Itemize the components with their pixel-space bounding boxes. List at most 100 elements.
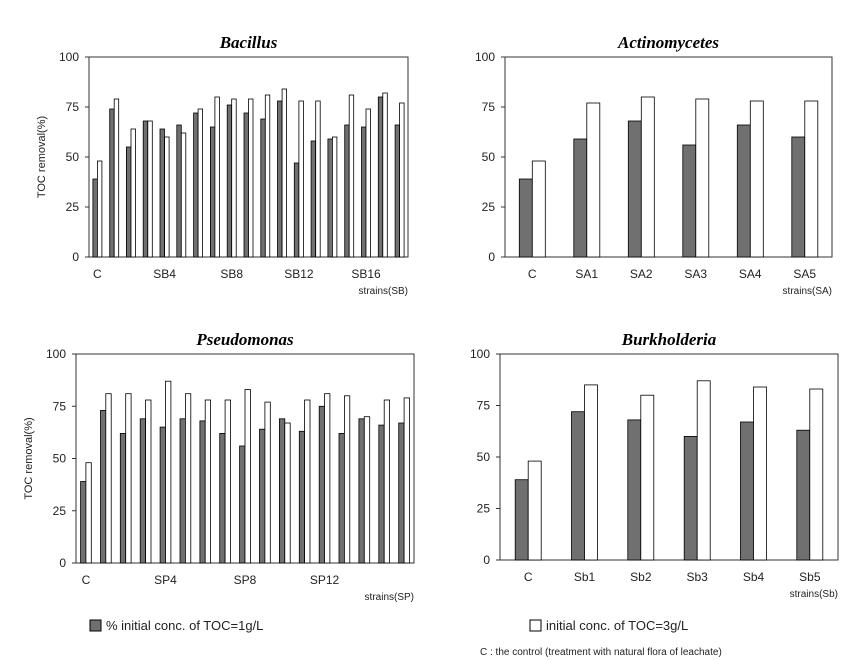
y-axis-label: TOC removal(%): [23, 417, 35, 499]
bar-series2: [264, 94, 271, 258]
bar-series2: [331, 136, 338, 258]
bar-series2: [113, 98, 120, 258]
chart-title: Burkholderia: [621, 330, 717, 349]
y-tick-label: 100: [59, 50, 79, 64]
bar-series2: [749, 100, 764, 258]
x-tick-label: SP12: [310, 573, 340, 587]
bar-series1: [740, 421, 754, 561]
bar-series1: [277, 100, 283, 258]
x-tick-label: SP4: [154, 573, 177, 587]
bar-series1: [736, 124, 751, 258]
x-tick-label: Sb5: [799, 570, 821, 584]
bar-series2: [696, 380, 711, 561]
bar-series2: [640, 96, 655, 258]
bar-series1: [358, 418, 365, 564]
bar-series1: [142, 120, 149, 258]
bar-series1: [176, 124, 182, 258]
bar-series1: [378, 424, 385, 564]
bar-series2: [315, 100, 321, 258]
bar-series2: [97, 160, 103, 258]
y-tick-label: 50: [66, 150, 80, 164]
bar-series1: [179, 418, 186, 564]
bar-series2: [365, 108, 371, 258]
bar-series1: [394, 124, 401, 258]
bar-series1: [318, 405, 326, 564]
y-tick-label: 75: [482, 100, 496, 114]
y-axis-label: TOC removal(%): [36, 116, 48, 198]
x-tick-label: C: [524, 570, 533, 584]
bar-series1: [193, 112, 199, 258]
y-tick-label: 25: [66, 200, 80, 214]
bar-series2: [85, 462, 92, 564]
y-tick-label: 50: [477, 450, 491, 464]
chart-title: Pseudomonas: [195, 330, 294, 349]
x-tick-label: SB4: [153, 267, 176, 281]
y-tick-label: 100: [475, 50, 495, 64]
bar-series1: [627, 120, 642, 258]
bar-series2: [214, 96, 220, 258]
x-tick-label: SB8: [220, 267, 243, 281]
bar-series1: [100, 409, 107, 564]
charts-group: Bacillus 0 25 50 75 100 TOC removal(%) C SB4 SB8 S…: [23, 33, 839, 603]
bar-series1: [293, 162, 300, 258]
bar-series2: [809, 388, 824, 561]
x-tick-label: Sb1: [574, 570, 596, 584]
bar-series2: [399, 102, 405, 258]
bar-series1: [683, 435, 698, 561]
y-tick-label: 75: [477, 399, 491, 413]
bar-series1: [327, 138, 333, 258]
bar-series2: [105, 393, 112, 564]
bar-series2: [363, 416, 371, 564]
y-tick-label: 75: [53, 399, 67, 413]
bar-series2: [130, 128, 136, 258]
x-axis-label: strains(SP): [365, 592, 414, 603]
bar-series1: [109, 108, 115, 258]
bar-series1: [377, 96, 384, 258]
x-tick-label: Sb2: [630, 570, 652, 584]
bar-series1: [518, 178, 533, 258]
bar-series2: [164, 136, 170, 258]
bar-series2: [204, 399, 211, 564]
bar-series2: [231, 98, 237, 258]
y-tick-label: 0: [488, 250, 495, 264]
bar-series1: [92, 178, 98, 258]
bar-series1: [278, 418, 286, 564]
bar-series2: [753, 386, 767, 561]
bar-series2: [264, 401, 271, 564]
bar-series2: [184, 393, 192, 564]
bar-series2: [248, 98, 254, 258]
bar-series1: [260, 118, 266, 258]
bar-series2: [383, 399, 391, 564]
bar-series2: [180, 132, 187, 258]
bar-series1: [514, 479, 529, 561]
bar-series2: [304, 399, 311, 564]
bar-series2: [224, 399, 231, 564]
bar-series1: [159, 128, 165, 258]
bar-series1: [199, 420, 206, 564]
bar-series2: [343, 395, 351, 564]
bar-series2: [586, 102, 601, 258]
bar-series2: [324, 393, 331, 564]
bar-series2: [531, 160, 546, 258]
bar-series2: [403, 397, 410, 564]
x-tick-label: SB12: [284, 267, 314, 281]
bar-series1: [571, 411, 585, 561]
x-tick-label: C: [528, 267, 537, 281]
bar-series2: [382, 92, 388, 258]
x-tick-label: Sb4: [743, 570, 765, 584]
bar-series2: [197, 108, 204, 258]
bar-series2: [281, 88, 288, 258]
bar-series1: [398, 422, 405, 564]
y-tick-label: 25: [477, 502, 491, 516]
bar-series1: [627, 419, 642, 561]
y-tick-label: 0: [483, 553, 490, 567]
y-tick-label: 25: [482, 200, 496, 214]
bar-series1: [219, 432, 226, 564]
bar-series2: [298, 100, 304, 258]
bar-series2: [695, 98, 710, 258]
x-axis-label: strains(SB): [359, 286, 408, 297]
x-tick-label: C: [93, 267, 102, 281]
bar-series2: [145, 399, 152, 564]
y-tick-label: 75: [66, 100, 80, 114]
